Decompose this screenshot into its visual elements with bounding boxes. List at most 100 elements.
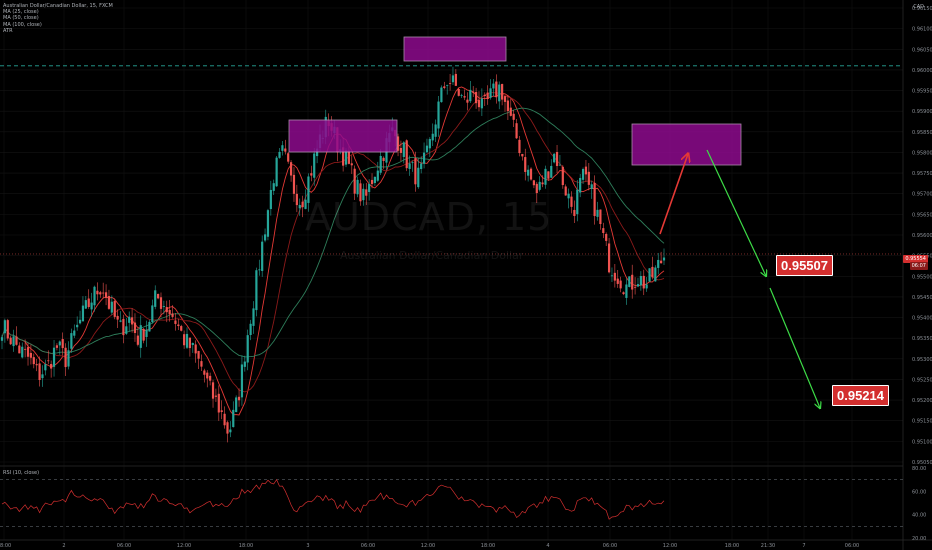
candle-body [15, 336, 18, 345]
y-tick-label: 0.95950 [912, 89, 932, 95]
candle-body [188, 337, 192, 349]
symbol-watermark: AUDCAD, 15 [305, 195, 553, 239]
candle-body [411, 162, 414, 164]
candle-body [579, 177, 582, 193]
atr-legend[interactable]: ATR [3, 27, 13, 34]
candle-body [628, 276, 631, 287]
y-tick-label: 0.95400 [912, 316, 932, 322]
target-callout-1[interactable]: 0.95507 [776, 255, 833, 276]
candle-body [448, 83, 452, 84]
candle-body [174, 320, 177, 324]
candle-body [281, 145, 284, 151]
candle-body [313, 153, 316, 178]
candle-body [3, 320, 6, 334]
rsi-legend[interactable]: RSI (10, close) [3, 470, 40, 476]
candle-body [278, 151, 281, 158]
candle-body [148, 321, 151, 332]
candle-body [466, 99, 469, 103]
candle-body [237, 396, 241, 401]
candle-body [642, 275, 645, 289]
target-callout-2[interactable]: 0.95214 [832, 385, 889, 406]
candle-body [76, 324, 79, 328]
candle-body [373, 176, 377, 184]
candle-body [535, 183, 538, 194]
down-arrow-1 [706, 149, 766, 276]
ma100-legend[interactable]: MA (100, close) [3, 21, 42, 28]
ma50-legend[interactable]: MA (50, close) [3, 15, 39, 22]
candle-body [12, 336, 15, 347]
candle-body [521, 153, 524, 157]
candle-body [194, 344, 197, 354]
candle-body [396, 136, 400, 151]
candle-body [217, 393, 220, 413]
candle-body [544, 168, 547, 185]
countdown-tag: 06:07 [909, 262, 928, 270]
candle-body [119, 320, 122, 322]
candle-body [472, 91, 475, 93]
candle-body [209, 375, 212, 381]
candle-body [298, 204, 301, 209]
y-tick-label: 0.95650 [912, 212, 932, 218]
x-tick-label: 18:00 [481, 543, 495, 549]
supply-zone [403, 36, 507, 62]
candle-body [44, 364, 47, 371]
y-tick-label: 0.95350 [912, 336, 932, 342]
candle-body [518, 139, 521, 154]
candle-body [84, 300, 87, 309]
candle-body [154, 290, 157, 307]
candle-body [350, 163, 353, 166]
candle-body [347, 150, 350, 164]
currency-label: CAD [913, 4, 924, 10]
rsi-tick-label: 20.00 [912, 536, 926, 542]
candle-body [116, 315, 119, 320]
candle-body [136, 335, 139, 345]
x-tick-label: 06:00 [845, 543, 859, 549]
candle-body [428, 139, 431, 149]
candle-body [41, 374, 44, 379]
candle-body [90, 302, 93, 310]
candle-body [295, 193, 298, 206]
candle-body [18, 345, 21, 354]
candle-body [599, 209, 602, 225]
candle-body [29, 352, 33, 358]
candle-body [301, 201, 304, 208]
ma100-line [1, 107, 665, 358]
current-price-tag: 0.95554 [903, 255, 928, 263]
candle-body [382, 157, 385, 161]
candle-body [555, 152, 559, 166]
candle-body [102, 292, 105, 294]
candle-body [211, 382, 215, 399]
candle-body [359, 183, 362, 202]
candle-body [570, 196, 573, 207]
candle-body [581, 169, 585, 180]
candle-body [538, 181, 541, 190]
candle-body [417, 167, 420, 188]
candle-body [310, 173, 313, 176]
candle-body [616, 278, 619, 284]
candle-body [408, 163, 411, 169]
rsi-tick-label: 60.00 [912, 489, 926, 495]
y-tick-label: 0.95800 [912, 150, 932, 156]
candle-body [107, 296, 111, 309]
candle-body [133, 322, 137, 334]
y-tick-label: 0.95700 [912, 192, 932, 198]
candle-body [356, 179, 359, 195]
candle-body [203, 370, 206, 375]
y-tick-label: 0.95300 [912, 357, 932, 363]
candle-body [625, 284, 628, 298]
candle-body [370, 179, 374, 185]
candle-body [567, 193, 570, 199]
candle-body [258, 269, 261, 271]
candle-body [654, 267, 657, 282]
candle-body [246, 335, 249, 363]
candle-body [304, 199, 307, 209]
x-tick-label: 12:00 [421, 543, 435, 549]
candle-body [639, 276, 642, 286]
ma25-legend[interactable]: MA (25, close) [3, 9, 39, 16]
symbol-title[interactable]: Australian Dollar/Canadian Dollar, 15, F… [3, 3, 113, 9]
candle-body [344, 150, 348, 165]
x-tick-label: 06:00 [603, 543, 617, 549]
candle-body [162, 306, 165, 308]
